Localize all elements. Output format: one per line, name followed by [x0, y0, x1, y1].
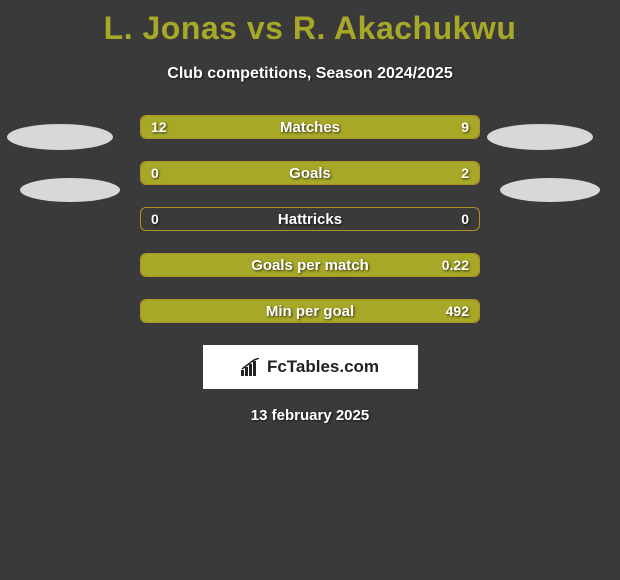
stat-row: Goals per match0.22 — [0, 253, 620, 277]
stat-value-left: 0 — [141, 162, 169, 184]
stat-bar: Goals0 2 — [140, 161, 480, 185]
stat-label: Min per goal — [141, 300, 479, 322]
stat-row: Min per goal492 — [0, 299, 620, 323]
stat-bar: Hattricks0 0 — [140, 207, 480, 231]
date-label: 13 february 2025 — [0, 407, 620, 424]
brand-badge: FcTables.com — [203, 345, 418, 389]
stat-bar: Matches12 9 — [140, 115, 480, 139]
decorative-ellipse — [500, 178, 600, 202]
stat-bar: Min per goal492 — [140, 299, 480, 323]
stat-row: Hattricks0 0 — [0, 207, 620, 231]
stat-value-right: 0 — [451, 208, 479, 230]
stat-value-right: 2 — [451, 162, 479, 184]
stat-value-left — [141, 254, 161, 276]
stat-value-right: 0.22 — [432, 254, 479, 276]
chart-icon — [241, 358, 261, 376]
stat-label: Hattricks — [141, 208, 479, 230]
subtitle: Club competitions, Season 2024/2025 — [0, 65, 620, 83]
stat-value-right: 492 — [436, 300, 479, 322]
decorative-ellipse — [7, 124, 113, 150]
page-title: L. Jonas vs R. Akachukwu — [0, 0, 620, 47]
stat-value-right: 9 — [451, 116, 479, 138]
stat-label: Goals per match — [141, 254, 479, 276]
stat-value-left: 0 — [141, 208, 169, 230]
decorative-ellipse — [487, 124, 593, 150]
decorative-ellipse — [20, 178, 120, 202]
stat-label: Goals — [141, 162, 479, 184]
brand-text: FcTables.com — [267, 357, 379, 377]
stat-value-left — [141, 300, 161, 322]
stat-value-left: 12 — [141, 116, 177, 138]
stat-label: Matches — [141, 116, 479, 138]
stat-bar: Goals per match0.22 — [140, 253, 480, 277]
